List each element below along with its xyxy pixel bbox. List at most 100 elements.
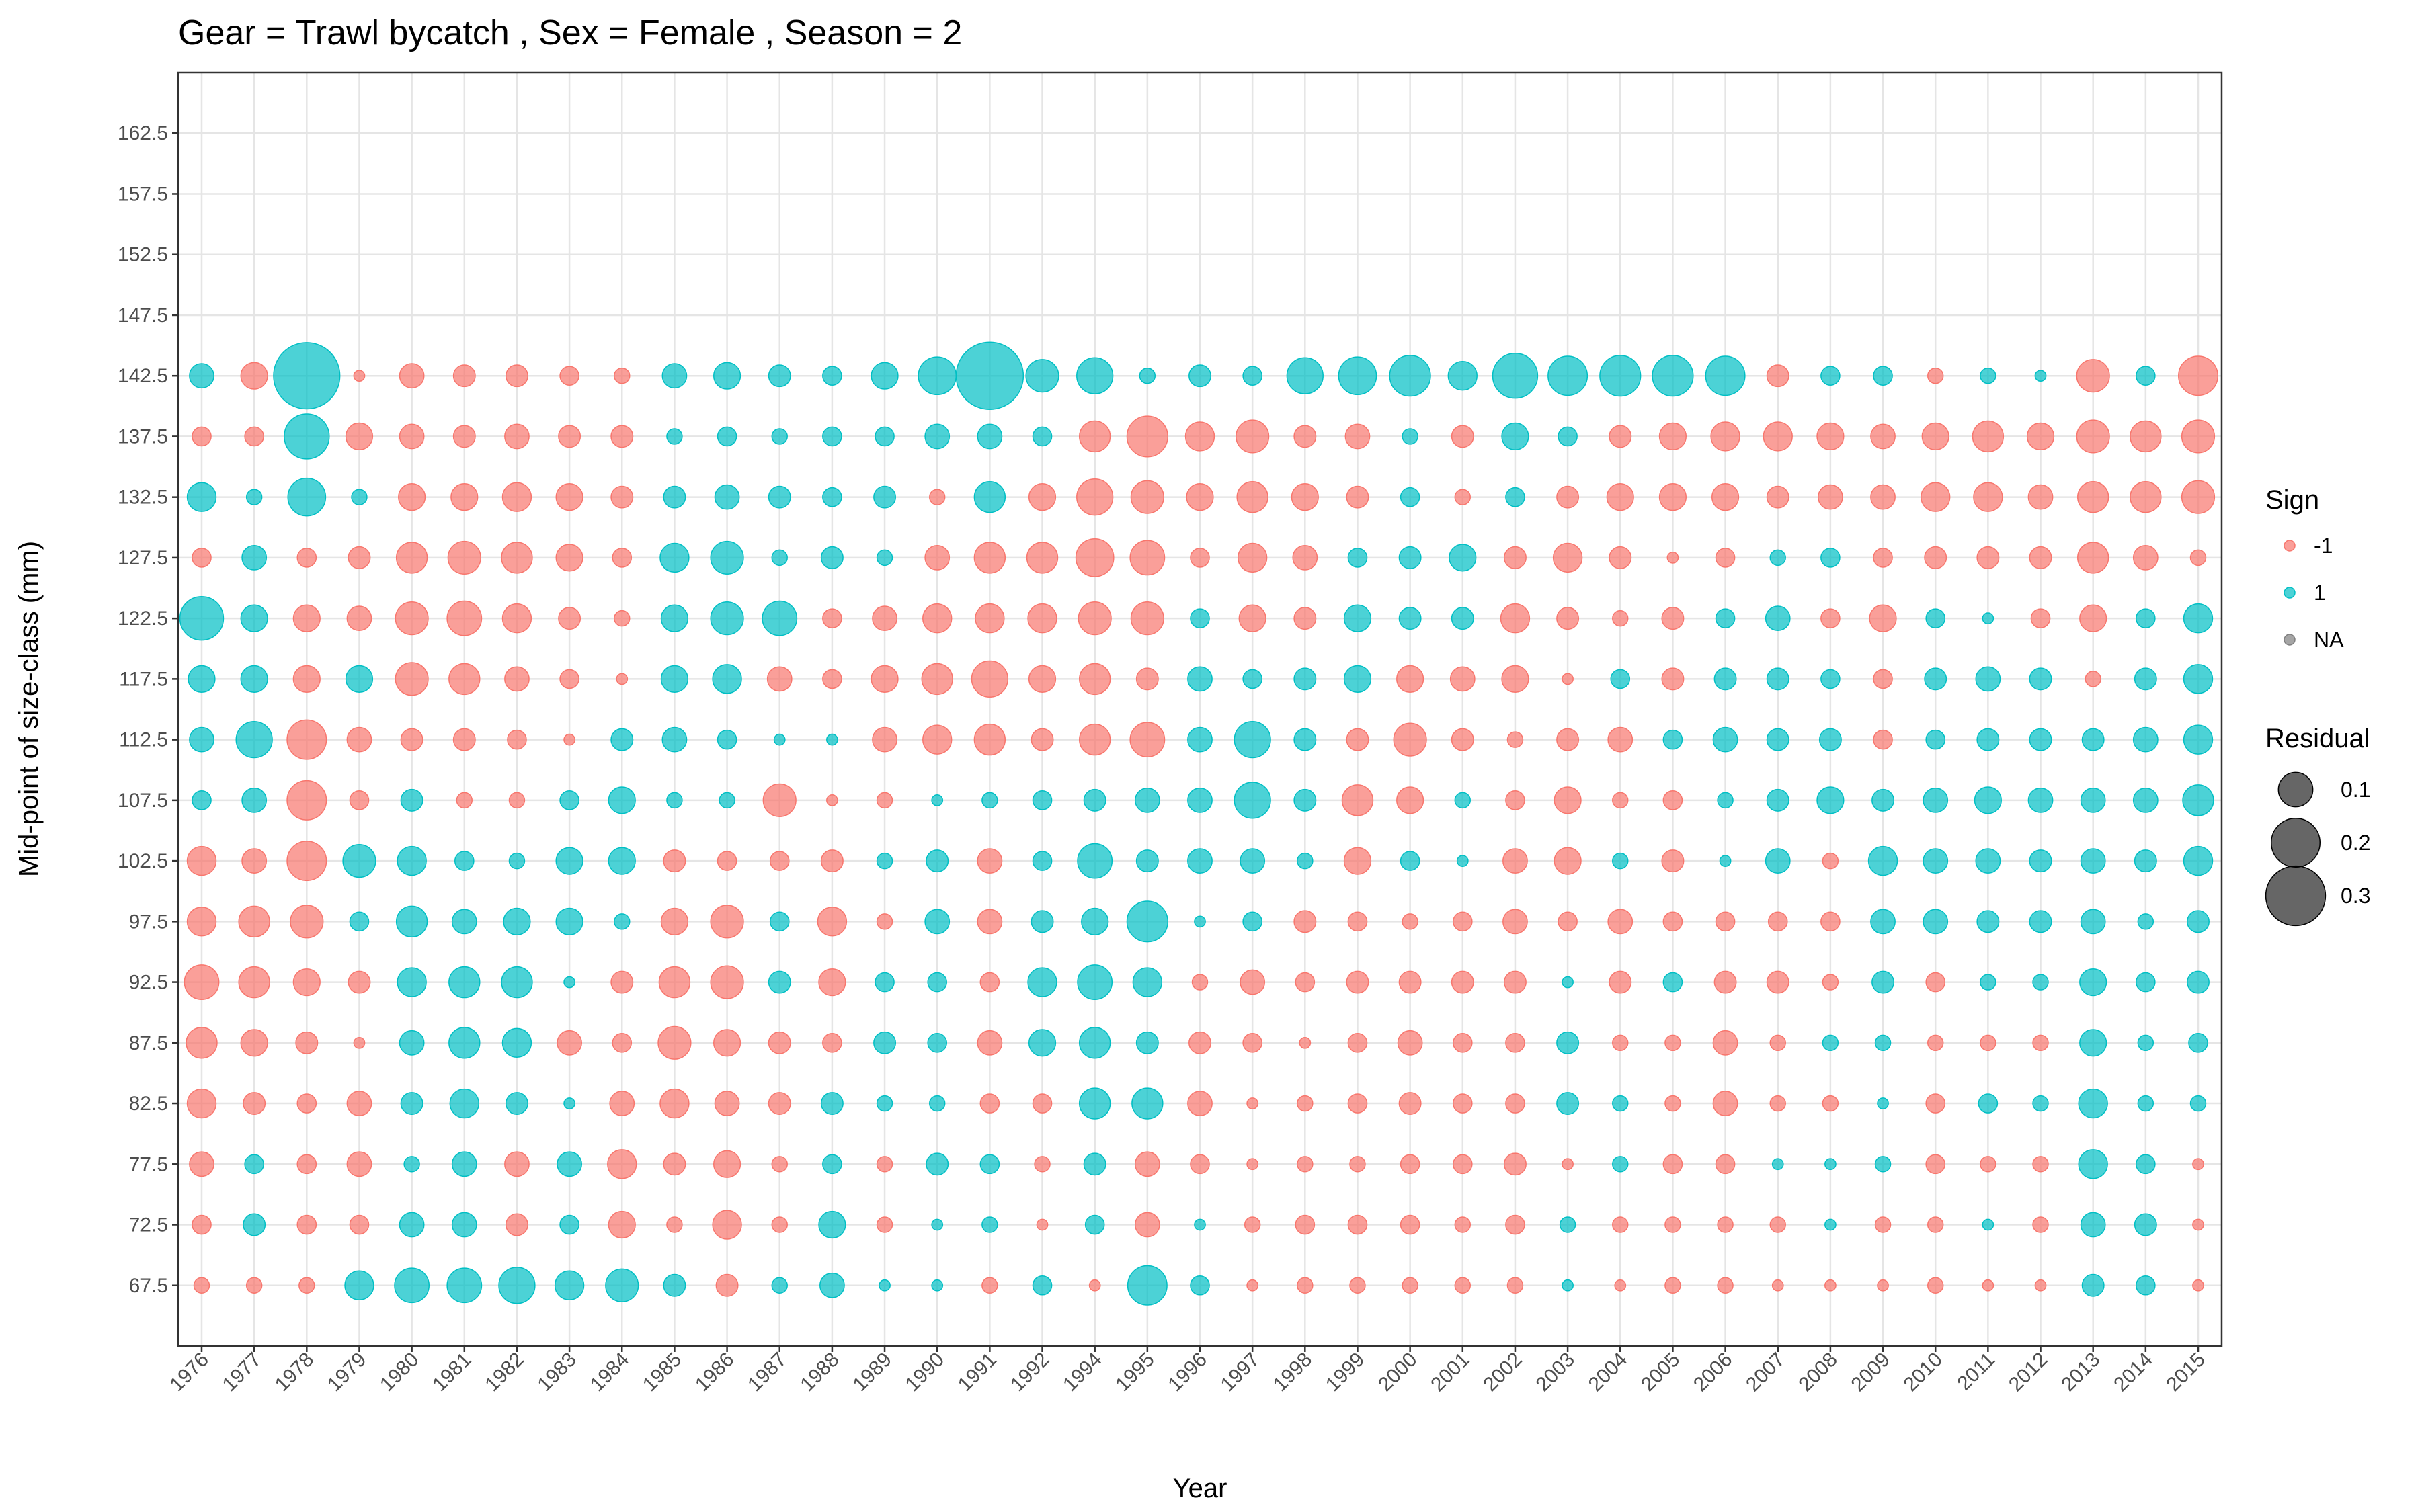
bubble-point (1822, 974, 1839, 991)
bubble-point (1980, 1034, 1997, 1052)
bubble-point (2079, 968, 2107, 997)
x-tick-label: 2011 (1953, 1349, 1999, 1395)
bubble-point (1341, 784, 1374, 816)
bubble-point (822, 487, 842, 507)
bubble-point (398, 483, 426, 511)
bubble-point (1822, 1095, 1839, 1112)
bubble-point (1924, 667, 1947, 691)
bubble-point (1717, 1216, 1734, 1233)
bubble-point (186, 482, 217, 512)
bubble-point (1126, 900, 1168, 943)
bubble-point (403, 1156, 420, 1173)
bubble-point (1297, 852, 1314, 870)
bubble-point (451, 909, 477, 935)
bubble-point (771, 549, 788, 566)
bubble-point (1234, 720, 1271, 759)
bubble-point (1925, 1093, 1946, 1114)
bubble-point (1338, 356, 1377, 396)
bubble-point (1132, 967, 1163, 997)
x-tick-label: 1994 (1059, 1349, 1106, 1396)
bubble-point (712, 1210, 742, 1240)
bubble-point (766, 666, 793, 692)
bubble-point (715, 1273, 739, 1297)
bubble-point (1131, 1087, 1164, 1120)
bubble-point (1286, 357, 1324, 394)
x-tick-label: 1992 (1006, 1349, 1054, 1396)
bubble-point (975, 603, 1005, 634)
legend-sign-key (2284, 587, 2296, 599)
bubble-point (2079, 1029, 2107, 1057)
bubble-point (873, 485, 897, 509)
bubble-point (1036, 1218, 1049, 1231)
bubble-point (608, 847, 636, 875)
legend-residual-label: 0.1 (2341, 778, 2370, 802)
bubble-point (454, 851, 475, 871)
bubble-point (1078, 1027, 1111, 1059)
y-tick-label: 142.5 (118, 365, 168, 387)
bubble-point (1447, 360, 1478, 391)
bubble-point (1346, 728, 1369, 751)
bubble-point (2032, 1216, 2049, 1233)
bubble-point (296, 1154, 317, 1175)
y-tick-label: 127.5 (118, 547, 168, 569)
bubble-point (346, 1091, 372, 1116)
bubble-point (762, 600, 798, 636)
bubble-point (1297, 1156, 1314, 1173)
bubble-point (1925, 608, 1946, 628)
bubble-point (1184, 421, 1215, 452)
x-tick-label: 1999 (1322, 1349, 1369, 1396)
bubble-point (1666, 552, 1679, 564)
x-tick-label: 2015 (2162, 1349, 2210, 1396)
bubble-point (501, 1027, 532, 1058)
bubble-point (1506, 1277, 1524, 1294)
bubble-point (1349, 1156, 1366, 1173)
bubble-point (1719, 855, 1732, 867)
bubble-point (1925, 729, 1946, 750)
bubble-point (608, 1210, 636, 1239)
bubble-point (2032, 1034, 2049, 1052)
bubble-point (658, 966, 691, 999)
bubble-point (918, 356, 957, 396)
bubble-point (979, 1093, 1000, 1114)
bubble-point (876, 792, 893, 809)
bubble-point (395, 542, 428, 574)
bubble-point (1818, 728, 1842, 751)
bubble-point (1400, 851, 1420, 871)
legend-residual-key (2277, 771, 2314, 808)
bubble-point (1766, 788, 1789, 812)
bubble-point (922, 724, 953, 755)
bubble-point (1451, 425, 1474, 448)
bubble-point (1610, 669, 1631, 689)
bubble-point (876, 1216, 893, 1233)
bubble-point (2178, 355, 2218, 396)
bubble-point (290, 905, 324, 939)
bubble-point (876, 1095, 893, 1112)
bubble-point (875, 426, 895, 447)
bubble-point (1135, 849, 1159, 873)
bubble-point (244, 426, 264, 447)
bubble-point (1349, 1277, 1366, 1294)
bubble-point (977, 909, 1003, 935)
bubble-point (1454, 1216, 1471, 1233)
bubble-point (769, 911, 790, 932)
bubble-point (244, 1154, 264, 1175)
bubble-point (346, 605, 372, 632)
bubble-point (559, 1214, 579, 1235)
bubble-point (771, 428, 788, 445)
bubble-point (822, 366, 842, 386)
bubble-point (1612, 852, 1629, 870)
x-tick-label: 2008 (1794, 1349, 1842, 1396)
bubble-point (1705, 355, 1746, 396)
bubble-point (1822, 1034, 1839, 1052)
bubble-point (1612, 792, 1629, 809)
bubble-point (1236, 419, 1270, 454)
bubble-point (2029, 546, 2052, 569)
legend-sign-key (2284, 540, 2296, 552)
bubble-point (663, 1152, 686, 1176)
y-axis-ticks: 67.5 72.5 77.5 82.5 87.5 92.5 97.5 102.5 107.5 11… (118, 122, 178, 1297)
bubble-point (1505, 790, 1525, 810)
bubble-point (1820, 608, 1841, 628)
legend-sign-label: 1 (2314, 581, 2326, 605)
bubble-point (1715, 1154, 1736, 1175)
bubble-point (768, 970, 791, 994)
